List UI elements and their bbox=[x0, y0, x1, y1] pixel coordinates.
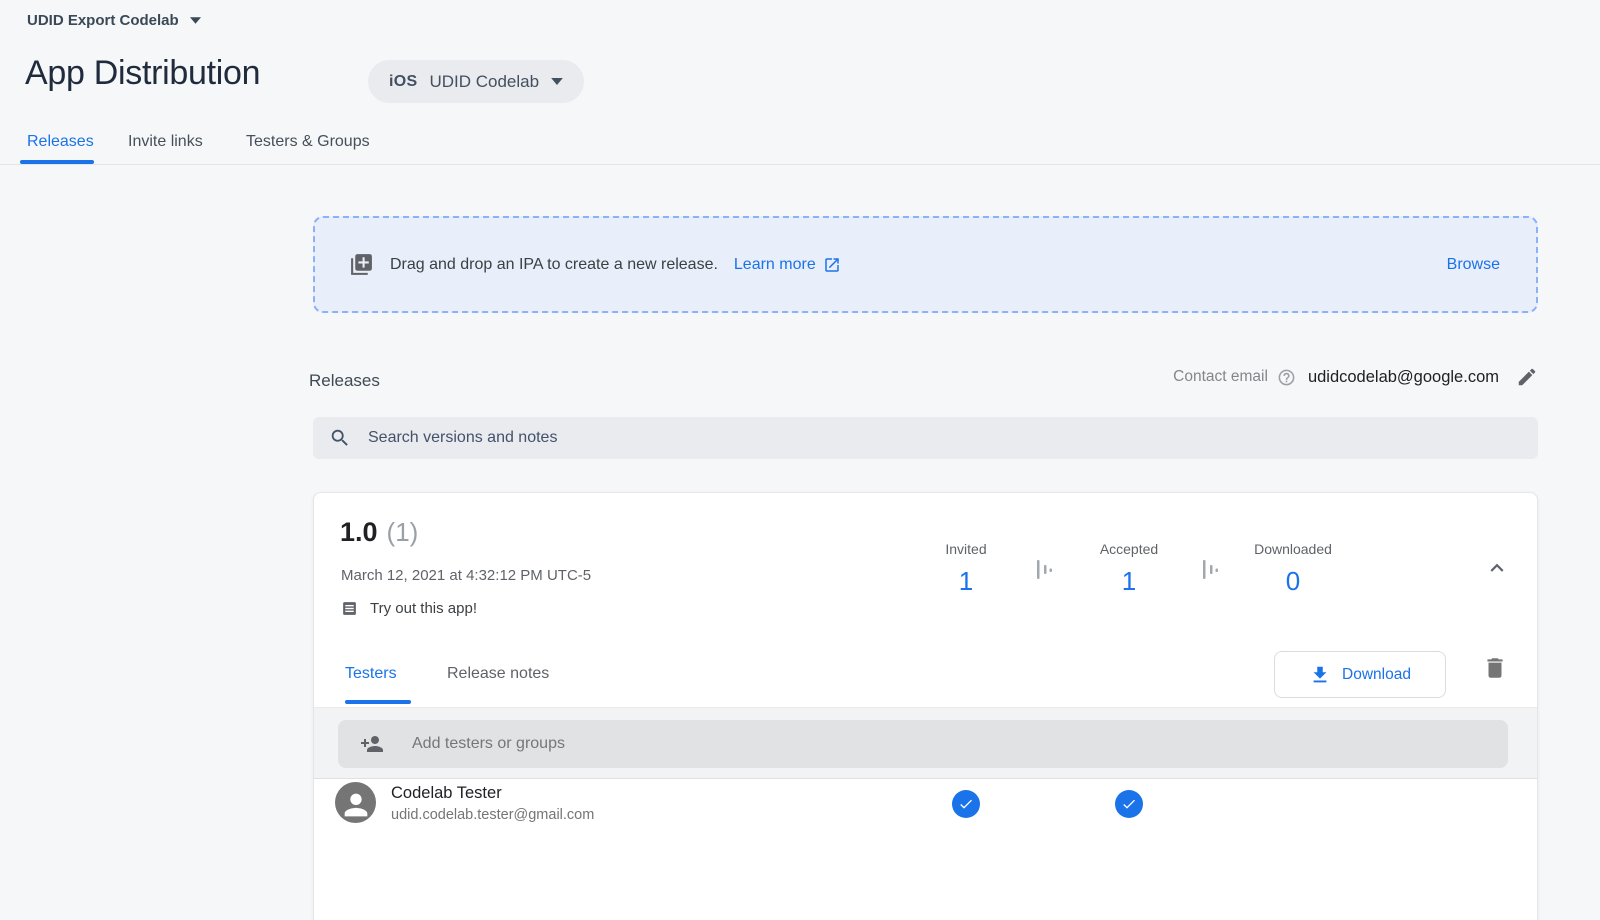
avatar bbox=[335, 782, 376, 823]
add-testers-band bbox=[314, 707, 1537, 779]
stat-downloaded-value: 0 bbox=[1285, 566, 1301, 596]
download-button-label: Download bbox=[1342, 665, 1411, 683]
tester-row[interactable]: Codelab Tester udid.codelab.tester@gmail… bbox=[314, 779, 1537, 920]
stat-accepted: Accepted 1 bbox=[1064, 541, 1194, 597]
caret-down-icon bbox=[189, 17, 201, 24]
library-add-icon bbox=[349, 252, 374, 277]
release-version: 1.0 bbox=[340, 517, 378, 547]
tab-testers[interactable]: Testers bbox=[345, 665, 397, 682]
learn-more-label: Learn more bbox=[733, 255, 816, 273]
contact-email-value: udidcodelab@google.com bbox=[1307, 367, 1499, 386]
active-inner-tab-underline bbox=[345, 700, 411, 704]
person-add-icon bbox=[360, 732, 384, 756]
stat-downloaded: Downloaded 0 bbox=[1228, 541, 1358, 597]
contact-email-label: Contact email bbox=[1173, 368, 1268, 385]
notes-icon bbox=[341, 600, 358, 617]
stat-invited-value: 1 bbox=[958, 566, 974, 596]
contact-email-row: Contact email udidcodelab@google.com bbox=[1173, 366, 1538, 388]
learn-more-link[interactable]: Learn more bbox=[734, 256, 841, 274]
stat-accepted-value: 1 bbox=[1121, 566, 1137, 596]
release-date: March 12, 2021 at 4:32:12 PM UTC-5 bbox=[341, 567, 592, 584]
releases-section-heading: Releases bbox=[309, 371, 380, 390]
app-selector[interactable]: iOS UDID Codelab bbox=[368, 60, 585, 103]
tabs-divider bbox=[0, 164, 1600, 165]
project-name: UDID Export Codelab bbox=[27, 12, 179, 29]
edit-pencil-icon[interactable] bbox=[1516, 366, 1538, 388]
download-button[interactable]: Download bbox=[1274, 651, 1446, 698]
release-card: 1.0 (1) March 12, 2021 at 4:32:12 PM UTC… bbox=[313, 492, 1538, 920]
tester-name: Codelab Tester bbox=[391, 784, 502, 802]
page-title: App Distribution bbox=[25, 54, 261, 92]
active-tab-underline bbox=[20, 160, 94, 164]
trash-icon bbox=[1482, 655, 1508, 681]
release-build-count: (1) bbox=[386, 517, 419, 547]
tab-testers-groups[interactable]: Testers & Groups bbox=[246, 133, 370, 150]
invited-check-circle-icon bbox=[952, 790, 980, 818]
search-input[interactable] bbox=[366, 428, 1522, 448]
tab-invite-links[interactable]: Invite links bbox=[128, 133, 203, 150]
caret-down-icon bbox=[551, 78, 563, 85]
project-switcher[interactable]: UDID Export Codelab bbox=[27, 12, 201, 29]
dropzone-message: Drag and drop an IPA to create a new rel… bbox=[390, 255, 718, 273]
download-icon bbox=[1309, 664, 1331, 686]
app-selector-name: UDID Codelab bbox=[429, 71, 540, 91]
release-search-bar bbox=[313, 417, 1538, 459]
help-circle-icon[interactable] bbox=[1277, 368, 1296, 387]
tab-release-notes[interactable]: Release notes bbox=[447, 665, 550, 682]
tab-releases[interactable]: Releases bbox=[27, 133, 94, 150]
add-testers-field bbox=[338, 720, 1508, 768]
delete-release-button[interactable] bbox=[1482, 655, 1508, 681]
person-icon bbox=[339, 782, 373, 823]
funnel-step-icon bbox=[1036, 559, 1053, 581]
stat-downloaded-label: Downloaded bbox=[1254, 541, 1332, 557]
accepted-check-circle-icon bbox=[1115, 790, 1143, 818]
chevron-up-icon bbox=[1484, 555, 1510, 581]
release-note-preview: Try out this app! bbox=[370, 600, 477, 617]
stat-invited: Invited 1 bbox=[901, 541, 1031, 597]
add-testers-input[interactable] bbox=[410, 734, 1490, 754]
ios-platform-badge: iOS bbox=[389, 72, 418, 90]
stat-accepted-label: Accepted bbox=[1099, 541, 1159, 557]
release-note-row: Try out this app! bbox=[341, 600, 477, 617]
stat-invited-label: Invited bbox=[945, 541, 987, 557]
release-version-row: 1.0 (1) bbox=[340, 517, 418, 548]
collapse-release-button[interactable] bbox=[1484, 555, 1510, 581]
browse-button[interactable]: Browse bbox=[1446, 255, 1500, 273]
open-in-new-icon bbox=[823, 256, 841, 274]
search-icon bbox=[329, 427, 351, 449]
tester-email: udid.codelab.tester@gmail.com bbox=[391, 807, 595, 823]
ipa-dropzone[interactable]: Drag and drop an IPA to create a new rel… bbox=[313, 216, 1538, 313]
funnel-step-icon bbox=[1202, 559, 1219, 581]
